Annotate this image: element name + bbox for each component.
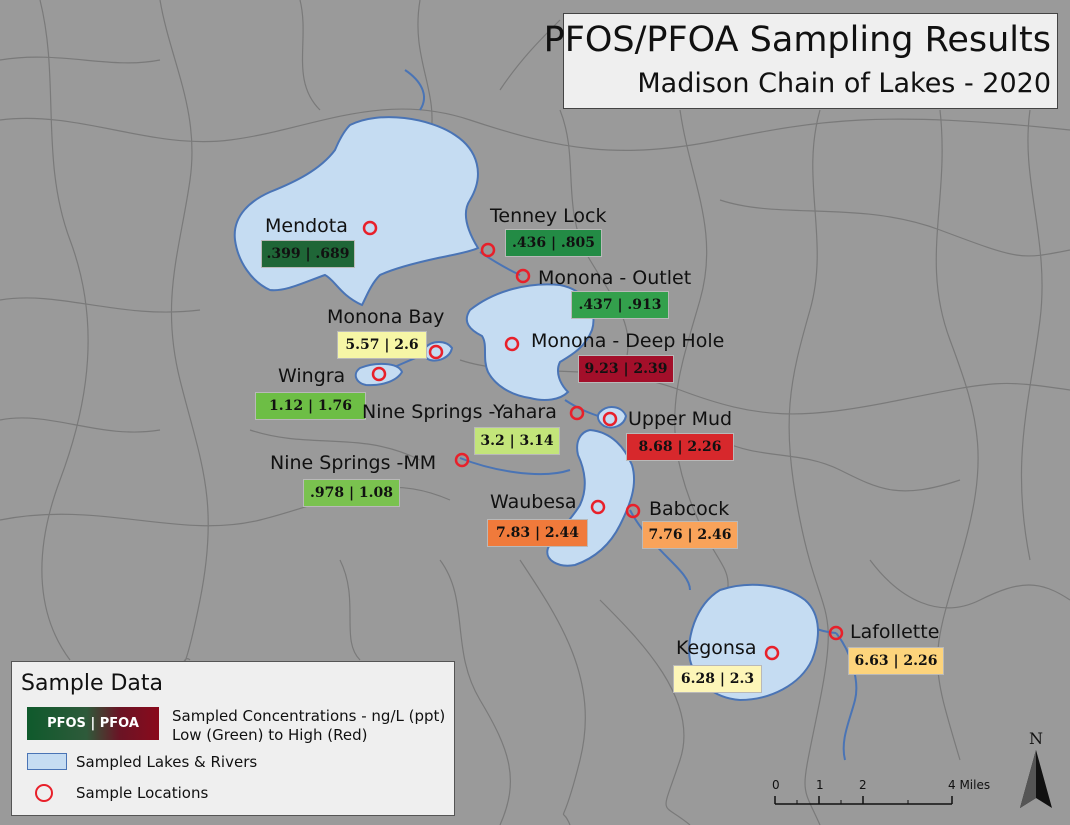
north-label: N <box>1029 729 1043 748</box>
sample-location-tenney-lock[interactable] <box>480 242 496 258</box>
site-name-monona-deep-hole: Monona - Deep Hole <box>531 330 725 352</box>
site-value-upper-mud: 8.68 | 2.26 <box>626 433 734 461</box>
sample-location-kegonsa[interactable] <box>764 645 780 661</box>
site-value-monona-deep-hole: 9.23 | 2.39 <box>578 355 674 383</box>
site-value-monona-outlet: .437 | .913 <box>571 291 669 319</box>
site-value-lafollette: 6.63 | 2.26 <box>848 647 944 675</box>
site-value-monona-bay: 5.57 | 2.6 <box>337 331 427 359</box>
site-name-wingra: Wingra <box>278 365 346 387</box>
site-name-monona-bay: Monona Bay <box>327 306 445 328</box>
site-name-mendota: Mendota <box>265 215 348 237</box>
site-name-lafollette: Lafollette <box>850 621 940 643</box>
sample-location-monona-outlet[interactable] <box>515 268 531 284</box>
map-title-box: PFOS/PFOA Sampling Results Madison Chain… <box>544 13 1058 109</box>
site-value-mendota: .399 | .689 <box>261 240 355 268</box>
lake-wingra <box>354 362 404 387</box>
sample-location-lafollette[interactable] <box>828 625 844 641</box>
site-name-babcock: Babcock <box>649 498 730 520</box>
site-name-nine-springs-yahara: Nine Springs -Yahara <box>362 401 557 423</box>
legend: Sample Data PFOS | PFOA Sampled Concentr… <box>11 661 455 816</box>
sample-location-wingra[interactable] <box>371 366 387 382</box>
sample-location-waubesa[interactable] <box>590 499 606 515</box>
site-value-nine-springs-mm: .978 | 1.08 <box>303 479 400 507</box>
site-name-tenney-lock: Tenney Lock <box>490 205 607 227</box>
legend-location-icon <box>35 784 53 802</box>
scale-bar: 0 1 2 4 Miles <box>768 778 998 808</box>
sample-location-monona-bay[interactable] <box>428 344 444 360</box>
scale-tick-1: 1 <box>816 778 824 792</box>
scale-tick-2: 2 <box>859 778 867 792</box>
map-title: PFOS/PFOA Sampling Results <box>543 20 1051 60</box>
sample-location-nine-springs-mm[interactable] <box>454 452 470 468</box>
site-name-nine-springs-mm: Nine Springs -MM <box>270 452 437 474</box>
legend-concentration-swatch: PFOS | PFOA <box>27 707 159 740</box>
legend-concentration-label: Sampled Concentrations - ng/L (ppt) <box>172 707 446 725</box>
legend-concentration-sublabel: Low (Green) to High (Red) <box>172 726 368 744</box>
legend-locations-label: Sample Locations <box>76 784 209 802</box>
site-name-kegonsa: Kegonsa <box>676 637 757 659</box>
legend-lake-swatch <box>27 753 67 770</box>
site-value-waubesa: 7.83 | 2.44 <box>487 519 588 547</box>
site-value-kegonsa: 6.28 | 2.3 <box>673 665 762 693</box>
sample-location-nine-springs-yahara[interactable] <box>569 405 585 421</box>
scale-bar-graphic <box>774 796 953 805</box>
map-subtitle: Madison Chain of Lakes - 2020 <box>637 68 1051 99</box>
north-arrow: N <box>1016 728 1056 810</box>
legend-lakes-label: Sampled Lakes & Rivers <box>76 753 258 771</box>
site-value-tenney-lock: .436 | .805 <box>505 229 602 257</box>
site-name-upper-mud: Upper Mud <box>628 408 733 430</box>
sample-location-upper-mud[interactable] <box>602 411 618 427</box>
site-value-babcock: 7.76 | 2.46 <box>642 521 738 549</box>
sample-location-babcock[interactable] <box>625 503 641 519</box>
sample-location-monona-deep-hole[interactable] <box>504 336 520 352</box>
site-name-monona-outlet: Monona - Outlet <box>538 267 692 289</box>
site-name-waubesa: Waubesa <box>490 491 577 513</box>
site-value-wingra: 1.12 | 1.76 <box>255 392 366 420</box>
sample-location-mendota[interactable] <box>362 220 378 236</box>
legend-title: Sample Data <box>21 671 164 696</box>
scale-tick-4: 4 Miles <box>948 778 991 792</box>
scale-tick-0: 0 <box>772 778 780 792</box>
north-arrow-icon: N <box>1020 729 1052 808</box>
sample-markers <box>362 220 844 661</box>
site-value-nine-springs-yahara: 3.2 | 3.14 <box>474 427 560 455</box>
lake-monona <box>465 283 595 401</box>
